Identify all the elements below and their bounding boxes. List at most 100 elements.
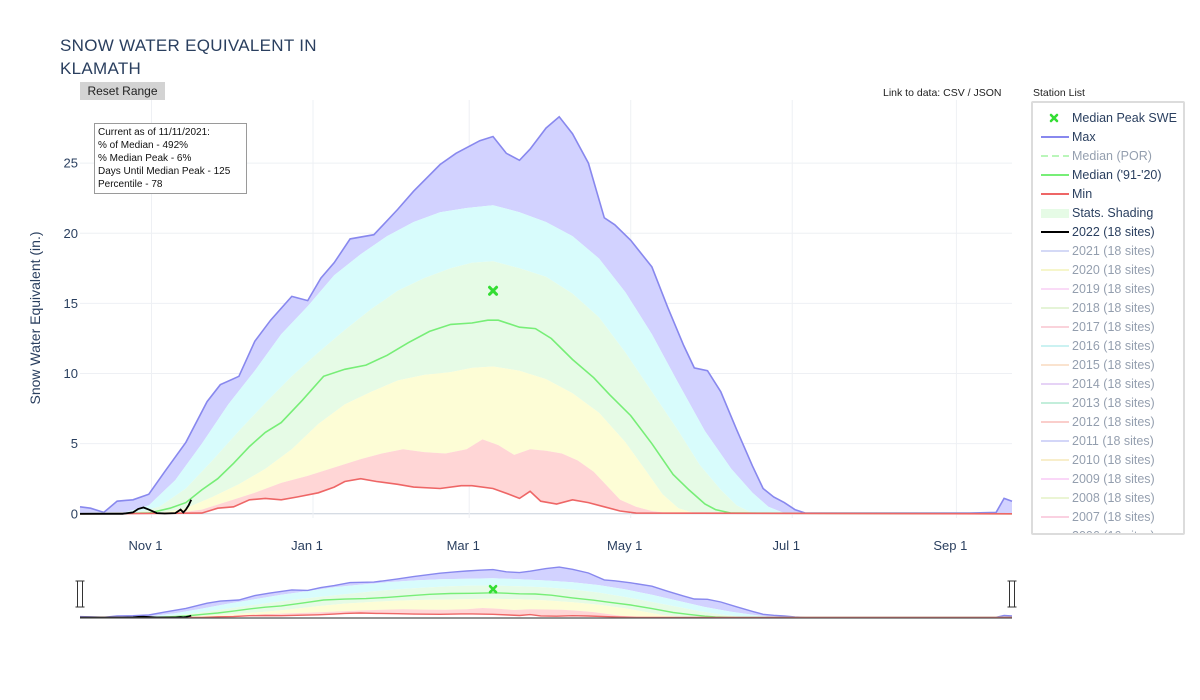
series-lines bbox=[79, 115, 1013, 515]
current-year-line bbox=[80, 499, 193, 515]
legend-item[interactable]: 2006 (16 sites) bbox=[1033, 527, 1183, 533]
legend-label: 2020 (18 sites) bbox=[1072, 263, 1155, 277]
legend-label: 2021 (18 sites) bbox=[1072, 244, 1155, 258]
legend-item[interactable]: 2012 (18 sites) bbox=[1033, 413, 1183, 432]
stat-bands bbox=[80, 116, 1012, 514]
chart-title-line-2: KLAMATH bbox=[60, 59, 142, 78]
legend-item[interactable]: 2015 (18 sites) bbox=[1033, 356, 1183, 375]
legend-item[interactable]: 2019 (18 sites) bbox=[1033, 280, 1183, 299]
x-tick-label: Mar 1 bbox=[447, 538, 480, 553]
range-slider-right-handle[interactable] bbox=[1007, 580, 1017, 608]
x-tick-label: Sep 1 bbox=[933, 538, 967, 553]
legend-swatch bbox=[1041, 326, 1069, 328]
legend-item[interactable]: Median ('91-'20) bbox=[1033, 166, 1183, 185]
legend-label: 2010 (18 sites) bbox=[1072, 453, 1155, 467]
percentile-70-band bbox=[80, 261, 1012, 514]
legend-swatch bbox=[1041, 421, 1069, 423]
legend-swatch bbox=[1041, 364, 1069, 366]
csv-link[interactable]: CSV bbox=[943, 87, 965, 99]
legend-item[interactable]: 2011 (18 sites) bbox=[1033, 432, 1183, 451]
mini-percentile-90-band bbox=[80, 578, 1012, 618]
range-slider-left-handle[interactable] bbox=[75, 580, 85, 608]
legend-swatch bbox=[1041, 440, 1069, 442]
legend-swatch bbox=[1041, 345, 1069, 347]
legend-label: 2007 (18 sites) bbox=[1072, 510, 1155, 524]
legend-label: Median ('91-'20) bbox=[1072, 168, 1162, 182]
max-band bbox=[80, 116, 1012, 514]
legend-swatch bbox=[1041, 155, 1069, 157]
legend-label: Max bbox=[1072, 130, 1096, 144]
legend-item[interactable]: 2007 (18 sites) bbox=[1033, 508, 1183, 527]
range-slider[interactable] bbox=[75, 566, 1017, 619]
json-link[interactable]: JSON bbox=[973, 87, 1002, 99]
legend-label: 2015 (18 sites) bbox=[1072, 358, 1155, 372]
legend-swatch bbox=[1041, 136, 1069, 138]
legend-swatch bbox=[1041, 459, 1069, 461]
legend-item[interactable]: 2013 (18 sites) bbox=[1033, 394, 1183, 413]
mini-percentile-70-band bbox=[80, 585, 1012, 618]
data-links-separator: / bbox=[967, 87, 971, 99]
status-line: Percentile - 78 bbox=[98, 179, 163, 190]
legend-label: Median (POR) bbox=[1072, 149, 1152, 163]
x-tick-label: Jan 1 bbox=[291, 538, 323, 553]
legend-item[interactable]: Max bbox=[1033, 128, 1183, 147]
legend-swatch bbox=[1041, 193, 1069, 195]
legend-swatch bbox=[1041, 478, 1069, 480]
legend-swatch bbox=[1041, 307, 1069, 309]
status-line: % of Median - 492% bbox=[98, 140, 189, 151]
legend-item[interactable]: 2010 (18 sites) bbox=[1033, 451, 1183, 470]
legend-item[interactable]: Min bbox=[1033, 185, 1183, 204]
y-tick-label: 10 bbox=[64, 366, 78, 381]
mini-percentile-10-band bbox=[80, 608, 1012, 618]
legend-item[interactable]: 2016 (18 sites) bbox=[1033, 337, 1183, 356]
legend-swatch bbox=[1041, 497, 1069, 499]
mini-min-line bbox=[79, 612, 1013, 619]
chart-title-line-1: SNOW WATER EQUIVALENT IN bbox=[60, 36, 317, 55]
percentile-90-band bbox=[80, 205, 1012, 514]
legend-item[interactable]: Stats. Shading bbox=[1033, 204, 1183, 223]
max-line bbox=[79, 115, 1013, 514]
legend-label: 2017 (18 sites) bbox=[1072, 320, 1155, 334]
mini-percentile-30-band bbox=[80, 598, 1012, 618]
legend-item[interactable]: 2017 (18 sites) bbox=[1033, 318, 1183, 337]
legend-item[interactable]: 2014 (18 sites) bbox=[1033, 375, 1183, 394]
mini-median-line bbox=[79, 592, 1013, 619]
legend-swatch bbox=[1041, 402, 1069, 404]
y-tick-label: 0 bbox=[71, 506, 78, 521]
data-links-prefix: Link to data: bbox=[883, 87, 941, 99]
legend-swatch bbox=[1049, 113, 1059, 123]
reset-range-button[interactable]: Reset Range bbox=[80, 82, 165, 100]
mini-max-band bbox=[80, 567, 1012, 618]
percentile-10-band bbox=[80, 439, 1012, 514]
legend-item[interactable]: Median Peak SWE bbox=[1033, 109, 1183, 128]
legend-label: 2016 (18 sites) bbox=[1072, 339, 1155, 353]
legend-label: Stats. Shading bbox=[1072, 206, 1154, 220]
legend-item[interactable]: 2020 (18 sites) bbox=[1033, 261, 1183, 280]
station-list-label[interactable]: Station List bbox=[1033, 87, 1085, 99]
legend-item[interactable]: Median (POR) bbox=[1033, 147, 1183, 166]
legend-item[interactable]: 2008 (18 sites) bbox=[1033, 489, 1183, 508]
median-line bbox=[79, 319, 1013, 515]
legend-item[interactable]: 2009 (18 sites) bbox=[1033, 470, 1183, 489]
legend-swatch bbox=[1041, 516, 1069, 518]
x-tick-label: Nov 1 bbox=[129, 538, 163, 553]
legend-swatch bbox=[1041, 250, 1069, 252]
legend-item[interactable]: 2022 (18 sites) bbox=[1033, 223, 1183, 242]
legend-label: Min bbox=[1072, 187, 1093, 201]
legend-swatch bbox=[1041, 209, 1069, 218]
legend-label: 2019 (18 sites) bbox=[1072, 282, 1155, 296]
legend-label: 2008 (18 sites) bbox=[1072, 491, 1155, 505]
legend-label: 2013 (18 sites) bbox=[1072, 396, 1155, 410]
status-line: % Median Peak - 6% bbox=[98, 153, 192, 164]
legend-label: 2022 (18 sites) bbox=[1072, 225, 1155, 239]
legend-item[interactable]: 2018 (18 sites) bbox=[1033, 299, 1183, 318]
legend-label: 2006 (16 sites) bbox=[1072, 527, 1155, 533]
legend-item[interactable]: 2021 (18 sites) bbox=[1033, 242, 1183, 261]
legend-swatch bbox=[1041, 174, 1069, 176]
percentile-30-band bbox=[80, 366, 1012, 514]
legend-swatch bbox=[1041, 269, 1069, 271]
legend-label: 2012 (18 sites) bbox=[1072, 415, 1155, 429]
data-links: Link to data: CSV / JSON bbox=[883, 87, 1002, 99]
legend-label: Median Peak SWE bbox=[1072, 111, 1177, 125]
